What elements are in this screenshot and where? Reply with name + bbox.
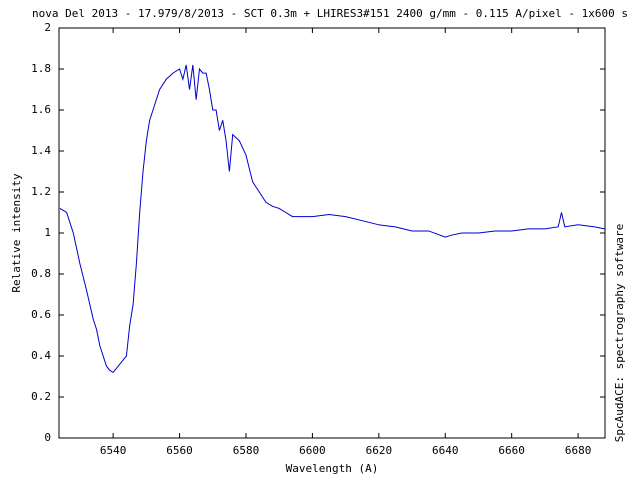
y-tick-label: 2: [44, 21, 51, 34]
x-tick-label: 6580: [233, 444, 260, 457]
y-tick-label: 0.8: [31, 267, 51, 280]
y-tick-label: 1.6: [31, 103, 51, 116]
x-tick-label: 6640: [432, 444, 459, 457]
x-tick-label: 6600: [299, 444, 326, 457]
y-tick-label: 0: [44, 431, 51, 444]
y-tick-label: 1: [44, 226, 51, 239]
chart-title: nova Del 2013 - 17.979/8/2013 - SCT 0.3m…: [32, 7, 628, 20]
y-tick-label: 1.8: [31, 62, 51, 75]
y-tick-label: 1.4: [31, 144, 51, 157]
x-tick-label: 6540: [100, 444, 127, 457]
x-axis-label: Wavelength (A): [286, 462, 379, 475]
y-tick-label: 0.6: [31, 308, 51, 321]
x-tick-label: 6560: [166, 444, 193, 457]
y-tick-label: 0.2: [31, 390, 51, 403]
annotation: SpcAudACE: spectrography software: [613, 224, 626, 443]
y-axis-label: Relative intensity: [10, 173, 23, 293]
y-tick-label: 0.4: [31, 349, 51, 362]
x-tick-label: 6660: [498, 444, 525, 457]
x-tick-label: 6620: [366, 444, 393, 457]
y-tick-label: 1.2: [31, 185, 51, 198]
spectrum-line: [59, 64, 605, 374]
x-tick-label: 6680: [565, 444, 592, 457]
